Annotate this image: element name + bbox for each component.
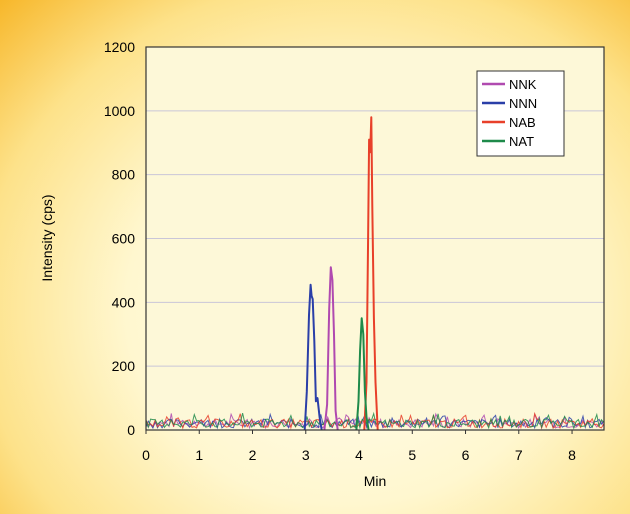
legend-label: NNN bbox=[509, 96, 537, 111]
y-tick-label: 1000 bbox=[104, 103, 135, 119]
series-line-nnn bbox=[303, 283, 323, 431]
x-tick-label: 8 bbox=[568, 447, 576, 463]
baseline-noise bbox=[145, 411, 605, 430]
y-tick-label: 400 bbox=[112, 294, 136, 310]
x-axis-title: Min bbox=[364, 473, 387, 489]
x-tick-label: 6 bbox=[462, 447, 470, 463]
x-tick-label: 7 bbox=[515, 447, 523, 463]
x-tick-label: 0 bbox=[142, 447, 150, 463]
y-tick-label: 1200 bbox=[104, 39, 135, 55]
y-tick-label: 200 bbox=[112, 358, 136, 374]
x-tick-label: 5 bbox=[408, 447, 416, 463]
baseline-noise bbox=[145, 412, 605, 430]
legend: NNK NNN NAB NAT bbox=[476, 70, 565, 157]
series-line-nnk bbox=[323, 266, 339, 431]
series-line-nat bbox=[355, 317, 370, 431]
legend-label: NNK bbox=[509, 77, 537, 92]
y-tick-label: 800 bbox=[112, 167, 136, 183]
legend-label: NAT bbox=[509, 134, 534, 149]
x-tick-label: 4 bbox=[355, 447, 363, 463]
legend-label: NAB bbox=[509, 115, 536, 130]
x-tick-label: 1 bbox=[195, 447, 203, 463]
y-tick-label: 0 bbox=[127, 422, 135, 438]
plot-frame bbox=[145, 46, 605, 431]
x-tick-label: 2 bbox=[249, 447, 257, 463]
y-tick-label: 600 bbox=[112, 231, 136, 247]
y-axis-title: Intensity (cps) bbox=[39, 194, 55, 281]
series-line-nab bbox=[363, 116, 379, 431]
x-tick-label: 3 bbox=[302, 447, 310, 463]
